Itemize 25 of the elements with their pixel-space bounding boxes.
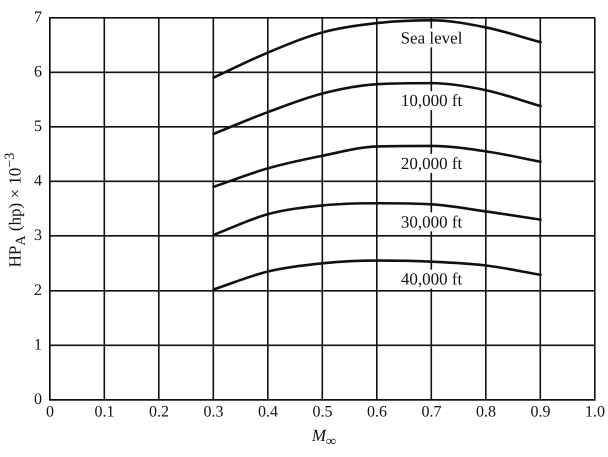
- y-tick-label: 3: [34, 227, 42, 244]
- y-tick-label: 2: [34, 282, 42, 299]
- x-tick-label: 0.5: [312, 404, 332, 421]
- x-axis-title: M$_{∞}$: [310, 426, 338, 450]
- x-tick-label: 0.4: [258, 404, 278, 421]
- y-tick-label: 4: [34, 172, 42, 190]
- x-tick-label: 0: [46, 404, 54, 421]
- y-tick-label: 6: [34, 63, 42, 80]
- x-tick-label: 0.9: [530, 404, 550, 421]
- x-tick-label: 1.0: [585, 404, 605, 421]
- y-tick-label: 5: [34, 118, 42, 136]
- series-label: 30,000 ft: [400, 212, 462, 232]
- x-tick-label: 0.6: [367, 404, 387, 421]
- series-label: Sea level: [400, 28, 463, 48]
- x-tick-label: 0.2: [149, 404, 169, 421]
- y-tick-label: 1: [34, 336, 42, 354]
- y-tick-label: 7: [34, 8, 42, 26]
- x-tick-label: 0.1: [94, 404, 114, 421]
- x-tick-label: 0.8: [476, 404, 496, 421]
- series-label: 40,000 ft: [400, 270, 462, 289]
- y-tick-label: 0: [34, 391, 42, 408]
- x-tick-label: 0.3: [204, 404, 224, 421]
- series-label: 10,000 ft: [400, 91, 462, 110]
- x-tick-label: 0.7: [422, 404, 442, 421]
- series-label: 20,000 ft: [400, 154, 462, 173]
